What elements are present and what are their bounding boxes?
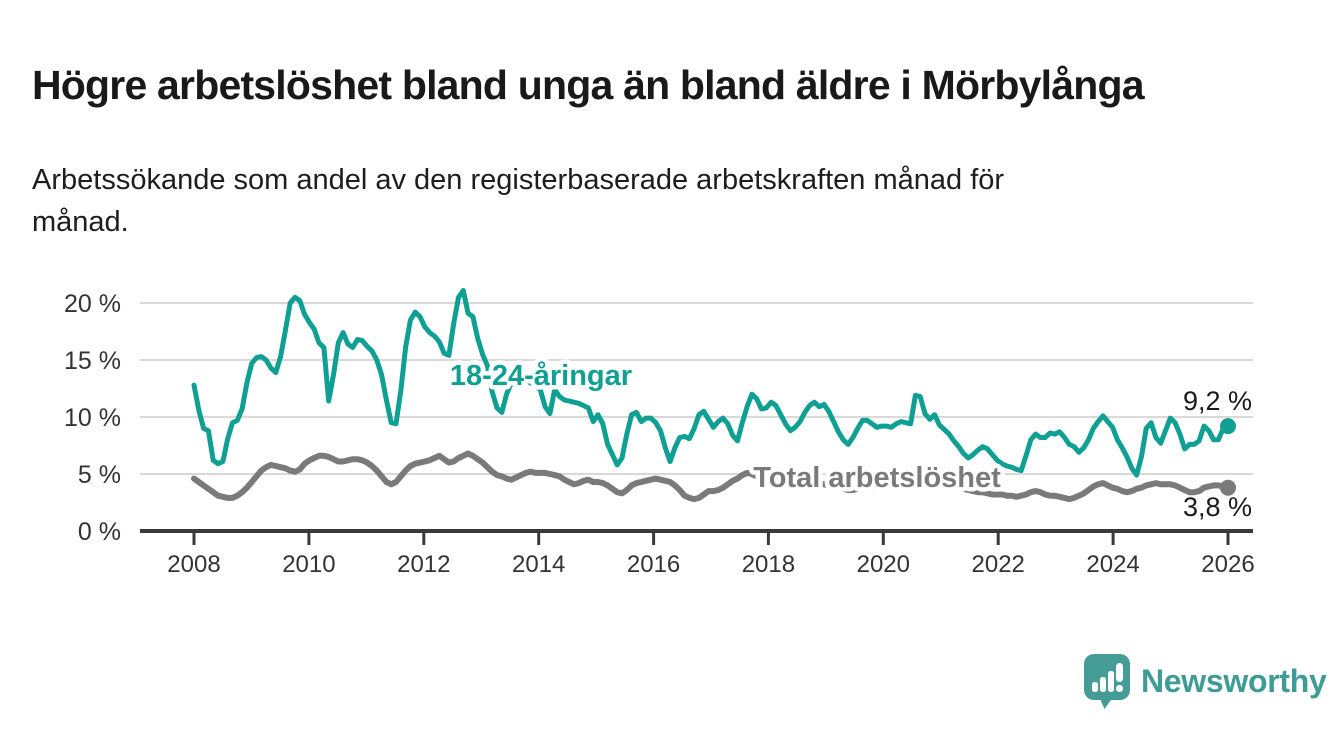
x-tick-2010: 2010 — [282, 551, 335, 578]
youth-unemployment-line — [191, 288, 1231, 478]
x-tick-2020: 2020 — [857, 551, 910, 578]
total-end-value: 3,8 % — [1183, 492, 1252, 522]
page-title: Högre arbetslöshet bland unga än bland ä… — [32, 62, 1145, 109]
x-tick-2026: 2026 — [1201, 551, 1254, 578]
x-axis-ticks — [192, 533, 1230, 545]
newsworthy-wordmark: Newsworthy — [1141, 663, 1327, 699]
youth-end-value: 9,2 % — [1183, 386, 1252, 416]
x-tick-2008: 2008 — [167, 551, 220, 578]
y-tick-15: 15 % — [64, 347, 121, 375]
x-tick-2012: 2012 — [397, 551, 450, 578]
subtitle-line-2: månad. — [32, 206, 129, 239]
chart-subtitle: Arbetssökande som andel av den registerb… — [32, 159, 1232, 243]
total-series-label: Total arbetslöshet — [753, 462, 1001, 494]
y-axis-labels: 20 % 15 % 10 % 5 % 0 % — [64, 290, 121, 546]
y-tick-20: 20 % — [64, 290, 121, 318]
youth-end-dot — [1220, 418, 1236, 435]
y-tick-0: 0 % — [78, 518, 121, 546]
x-tick-2016: 2016 — [627, 551, 680, 578]
newsworthy-bubble-icon — [1084, 654, 1130, 709]
total-unemployment-line — [191, 450, 1231, 503]
x-tick-2014: 2014 — [512, 551, 565, 578]
youth-series-label: 18-24-åringar — [450, 360, 632, 392]
x-tick-2022: 2022 — [972, 551, 1025, 578]
y-tick-5: 5 % — [78, 461, 121, 489]
total-end-dot — [1220, 479, 1236, 496]
x-axis-labels: 2008 2010 2012 2014 2016 2018 2020 2022 … — [167, 551, 1254, 578]
x-tick-2018: 2018 — [742, 551, 795, 578]
x-tick-2024: 2024 — [1086, 551, 1139, 578]
newsworthy-logo: Newsworthy — [1084, 654, 1327, 709]
y-tick-10: 10 % — [64, 404, 121, 432]
subtitle-line-1: Arbetssökande som andel av den registerb… — [32, 164, 1005, 196]
